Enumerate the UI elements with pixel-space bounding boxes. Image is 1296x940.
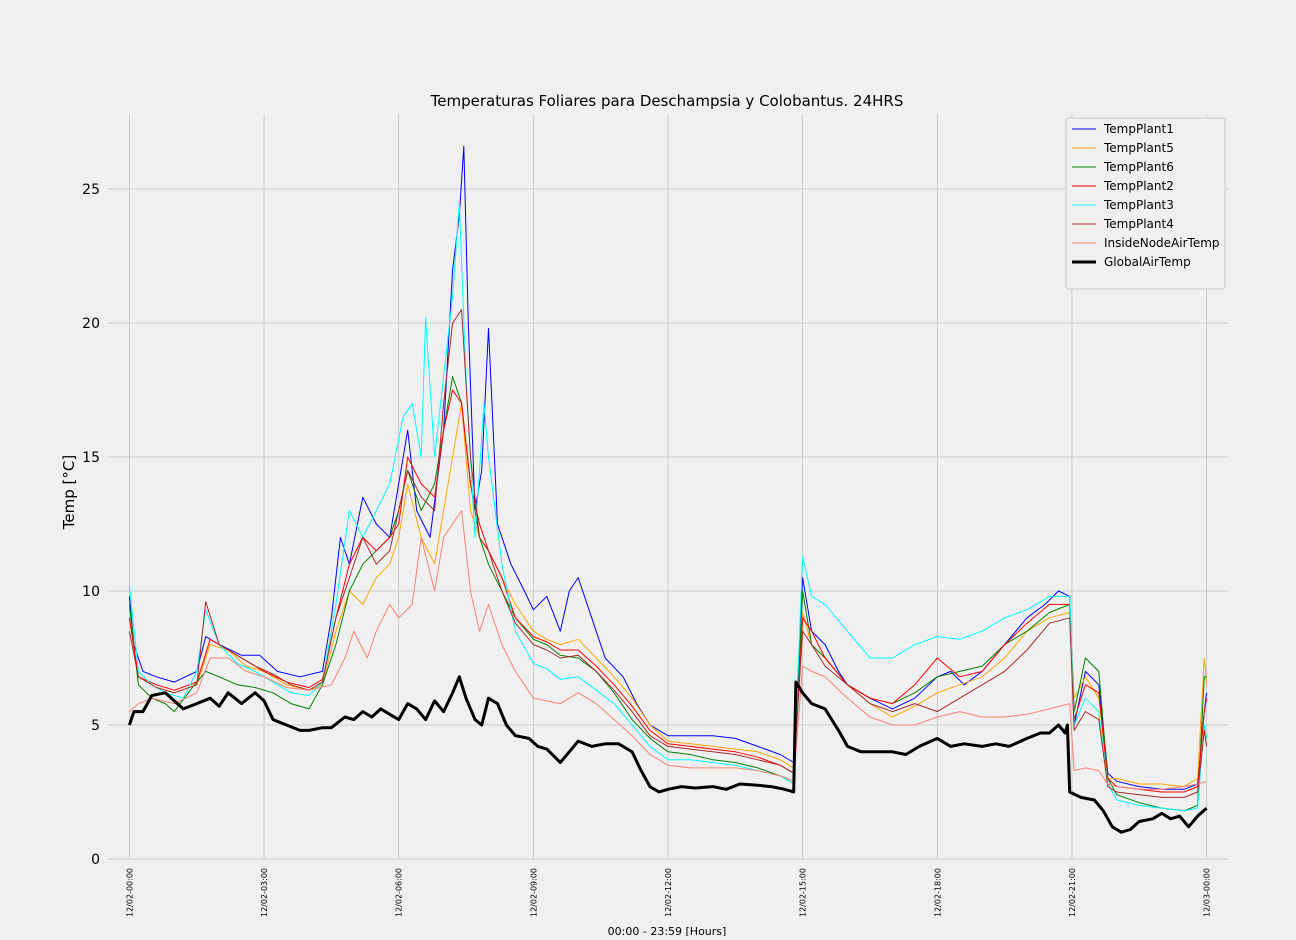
x-tick-label: 12/03-00:00	[1203, 868, 1212, 917]
legend-label: TempPlant3	[1103, 198, 1174, 212]
y-tick-label: 10	[82, 584, 100, 600]
legend-label: InsideNodeAirTemp	[1104, 236, 1220, 250]
y-tick-label: 5	[91, 718, 100, 734]
y-tick-label: 0	[91, 852, 100, 868]
legend-box	[1065, 117, 1226, 290]
x-tick-label: 12/02-06:00	[395, 868, 404, 917]
axes: 0 5 10 15 20 25 12/02-00:00 12/02-03:00 12/02-06…	[82, 182, 1211, 917]
legend: TempPlant1 TempPlant5 TempPlant6 TempPlant2…	[1065, 117, 1226, 290]
grid	[107, 114, 1229, 860]
legend-label: TempPlant1	[1103, 122, 1174, 136]
legend-label: TempPlant5	[1103, 141, 1174, 155]
legend-label: TempPlant6	[1103, 160, 1174, 174]
y-axis-label: Temp [°C]	[60, 455, 78, 530]
series-group	[127, 145, 1208, 834]
x-tick-label: 12/02-00:00	[125, 868, 134, 917]
legend-label: GlobalAirTemp	[1104, 255, 1191, 269]
y-tick-label: 25	[82, 182, 100, 198]
x-tick-label: 12/02-21:00	[1068, 868, 1077, 917]
series-line-insidenodeairtemp	[129, 510, 1207, 790]
x-tick-label: 12/02-12:00	[664, 868, 673, 917]
legend-label: TempPlant2	[1103, 179, 1174, 193]
x-tick-label: 12/02-03:00	[260, 868, 269, 917]
legend-label: TempPlant4	[1103, 217, 1174, 231]
series-line-tempplant1	[128, 145, 1208, 790]
x-tick-label: 12/02-09:00	[529, 868, 538, 917]
series-line-tempplant3	[128, 201, 1208, 812]
y-tick-label: 20	[82, 316, 100, 332]
x-tick-label: 12/02-18:00	[933, 868, 942, 917]
x-tick-label: 12/02-15:00	[799, 868, 808, 917]
series-line-globalairtemp	[127, 675, 1208, 834]
x-axis-label: 00:00 - 23:59 [Hours]	[608, 925, 727, 936]
chart-title: Temperaturas Foliares para Deschampsia y…	[430, 92, 904, 110]
y-tick-label: 15	[82, 450, 100, 466]
series-line-tempplant5	[128, 402, 1208, 788]
series-line-tempplant4	[128, 309, 1208, 798]
